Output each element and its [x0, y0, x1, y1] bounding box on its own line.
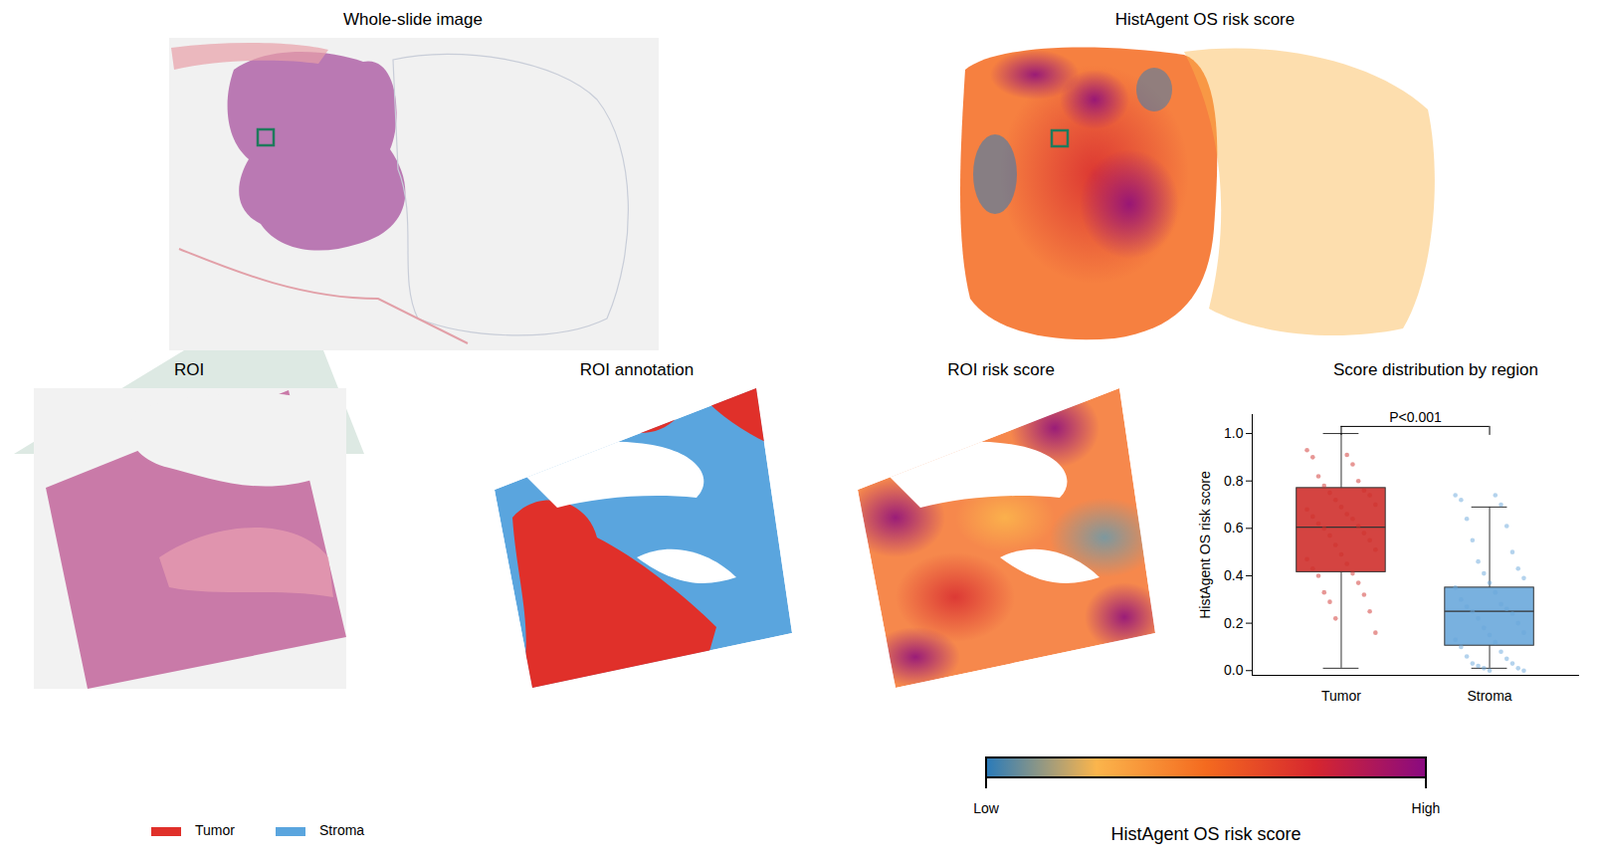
svg-text:0.4: 0.4: [1223, 567, 1244, 584]
html-text:Tumor: Tumor: [195, 821, 235, 838]
svg-text:0.8: 0.8: [1223, 472, 1244, 489]
svg-text:Stroma: Stroma: [1466, 687, 1512, 704]
html-text:HistAgent OS risk score: HistAgent OS risk score: [1115, 9, 1295, 29]
svg-text:1.0: 1.0: [1223, 424, 1244, 441]
html-text:HistAgent OS risk score: HistAgent OS risk score: [1110, 823, 1301, 844]
html-text:Whole-slide image: Whole-slide image: [343, 9, 483, 29]
html-text:Score distribution by region: Score distribution by region: [1333, 360, 1539, 380]
svg-text:0.0: 0.0: [1223, 661, 1244, 678]
html-text:Stroma: Stroma: [319, 821, 365, 838]
html-text:ROI: ROI: [174, 360, 205, 380]
svg-text:HistAgent OS risk score: HistAgent OS risk score: [1197, 470, 1213, 619]
html-text:ROI risk score: ROI risk score: [947, 360, 1055, 380]
svg-text:0.6: 0.6: [1223, 519, 1244, 536]
svg-text:P<0.001: P<0.001: [1389, 408, 1442, 425]
svg-text:0.2: 0.2: [1223, 614, 1244, 631]
html-text:Low: Low: [973, 800, 999, 816]
html-text:ROI annotation: ROI annotation: [579, 360, 694, 380]
svg-text:Tumor: Tumor: [1321, 687, 1362, 704]
html-text:High: High: [1411, 800, 1441, 816]
